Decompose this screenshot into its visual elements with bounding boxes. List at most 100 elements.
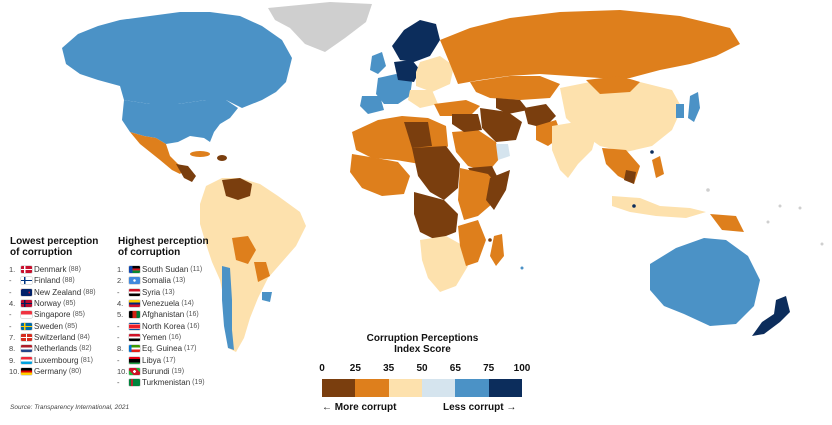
- rank-number: 4.: [117, 299, 124, 309]
- scandinavia-region: [392, 20, 440, 62]
- rank-number: -: [117, 321, 120, 331]
- legend-swatch: [488, 379, 522, 397]
- paraguay-region: [254, 262, 270, 282]
- afghanistan-region: [524, 104, 556, 128]
- country-score: (88): [83, 288, 96, 296]
- central-europe-region: [394, 60, 420, 82]
- list-item: 10. Burundi (19): [117, 366, 205, 377]
- rank-number: 10.: [9, 366, 20, 376]
- south-america-region: [200, 178, 306, 352]
- country-score: (84): [77, 333, 90, 341]
- more-corrupt-label: ← More corrupt: [322, 402, 397, 413]
- source-note: Source: Transparency International, 2021: [10, 404, 130, 411]
- island-dot: [820, 242, 824, 246]
- legend-title-line2: Index Score: [394, 344, 451, 355]
- country-score: (13): [162, 288, 175, 296]
- highest-title-line2: of corruption: [118, 247, 181, 258]
- rank-number: 1.: [117, 265, 124, 275]
- list-item: 9. Luxembourg (81): [9, 354, 96, 365]
- legend-tick-label: 0: [319, 363, 325, 374]
- rank-number: -: [117, 287, 120, 297]
- country-score: (82): [79, 345, 92, 353]
- country-name: Burundi: [142, 366, 170, 376]
- country-name: Eq. Guinea: [142, 344, 183, 354]
- east-europe-region: [416, 56, 454, 92]
- netherlands-flag-icon: [21, 345, 32, 353]
- country-score: (17): [184, 345, 197, 353]
- country-score: (16): [168, 333, 182, 341]
- rank-number: -: [9, 321, 12, 331]
- rank-number: -: [117, 355, 120, 365]
- legend-swatch: [355, 379, 389, 397]
- country-score: (19): [171, 367, 185, 375]
- country-score: (11): [190, 266, 203, 274]
- bolivia-region: [232, 236, 256, 264]
- list-item: 8. Netherlands (82): [9, 343, 96, 354]
- country-score: (80): [68, 367, 82, 375]
- rank-number: 10.: [117, 366, 128, 376]
- country-name: North Korea: [142, 321, 186, 331]
- southern-africa-region: [420, 236, 468, 292]
- saudi-region: [452, 130, 500, 172]
- rank-number: -: [9, 287, 12, 297]
- iberia-region: [360, 96, 384, 114]
- lowest-list: 1. Denmark (88) - Finland (88) - New Zealand (88…: [9, 264, 96, 377]
- island-dot: [632, 204, 636, 208]
- sahel-region: [412, 146, 460, 200]
- list-item: - Yemen (16): [117, 332, 205, 343]
- rank-number: -: [9, 276, 12, 286]
- libya-region: [404, 122, 432, 148]
- syria-iraq-region: [452, 114, 482, 132]
- country-name: Libya: [142, 355, 162, 365]
- venezuela-flag-icon: [129, 300, 140, 308]
- list-item: - Singapore (85): [9, 309, 96, 320]
- country-name: Switzerland: [34, 332, 76, 342]
- libya-flag-icon: [129, 356, 140, 364]
- rank-number: -: [117, 378, 120, 388]
- venezuela-region: [222, 178, 252, 200]
- eq-guinea-flag-icon: [129, 345, 140, 353]
- country-score: (85): [64, 322, 78, 330]
- legend-title: Corruption Perceptions Index Score: [355, 333, 490, 355]
- chile-region: [222, 266, 234, 350]
- country-score: (17): [163, 356, 176, 364]
- island-dot: [650, 150, 654, 154]
- legend-tick-label: 65: [449, 363, 461, 374]
- switzerland-flag-icon: [21, 333, 32, 341]
- country-score: (81): [80, 356, 93, 364]
- country-name: Turkmenistan: [142, 378, 191, 388]
- country-name: Yemen: [142, 332, 167, 342]
- less-corrupt-label: Less corrupt →: [443, 402, 517, 413]
- new-zealand-region: [752, 296, 790, 336]
- rank-number: 2.: [117, 276, 124, 286]
- country-name: Norway: [34, 299, 62, 309]
- list-item: 1. South Sudan (11): [117, 264, 205, 275]
- list-item: 4. Norway (85): [9, 298, 96, 309]
- country-score: (16): [186, 311, 199, 319]
- country-score: (16): [187, 322, 200, 330]
- uruguay-region: [262, 292, 272, 302]
- iran-region: [480, 108, 522, 142]
- list-item: 5. Afghanistan (16): [117, 309, 205, 320]
- north-korea-flag-icon: [129, 322, 140, 330]
- burundi-flag-icon: [129, 367, 140, 375]
- country-name: Finland: [34, 276, 61, 286]
- legend-tick-label: 75: [483, 363, 495, 374]
- country-name: Denmark: [34, 265, 67, 275]
- country-name: Singapore: [34, 310, 71, 320]
- rank-number: 8.: [9, 344, 16, 354]
- rank-number: 1.: [9, 265, 16, 275]
- png-region: [710, 214, 744, 232]
- kazakhstan-region: [470, 76, 560, 100]
- cambodia-region: [624, 170, 636, 184]
- list-item: 4. Venezuela (14): [117, 298, 205, 309]
- list-item: 7. Switzerland (84): [9, 332, 96, 343]
- finland-flag-icon: [21, 277, 32, 285]
- list-item: 10. Germany (80): [9, 366, 96, 377]
- legend-color-scale: [322, 379, 522, 397]
- list-item: - North Korea (16): [117, 320, 205, 331]
- country-score: (88): [68, 266, 81, 274]
- turkey-region: [434, 100, 480, 116]
- country-score: (85): [63, 300, 76, 308]
- country-name: Venezuela: [142, 299, 180, 309]
